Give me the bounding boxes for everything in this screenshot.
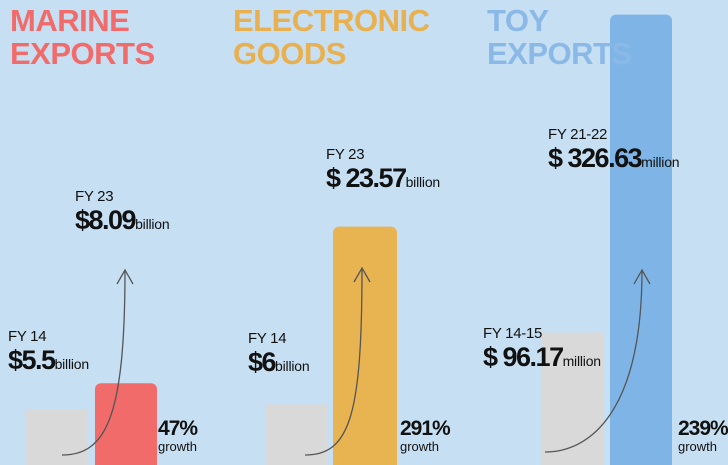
growth-percent: 239%: [678, 417, 728, 440]
value-line: $6billion: [248, 347, 310, 378]
value-line: $ 96.17million: [483, 342, 601, 373]
period-label: FY 23: [326, 146, 365, 163]
unit-text: billion: [275, 358, 310, 374]
period-label: FY 14-15: [483, 325, 543, 342]
value-line: $ 326.63million: [548, 143, 680, 174]
value-line: $ 23.57billion: [326, 163, 440, 194]
value-label: FY 23 $8.09billion: [75, 188, 170, 236]
bar: [265, 404, 327, 465]
growth-label: 239% growth: [678, 418, 728, 454]
growth-arrow: [61, 269, 126, 456]
arrow-head: [353, 266, 371, 283]
value-text: $8.09: [75, 205, 137, 235]
unit-text: million: [562, 353, 601, 369]
growth-text: growth: [158, 439, 198, 454]
value-label: FY 14 $5.5billion: [8, 328, 89, 376]
unit-text: billion: [54, 356, 90, 372]
arrow-head: [633, 268, 651, 285]
value-line: $5.5billion: [8, 345, 89, 376]
panel-title: MARINE EXPORTS: [10, 3, 155, 71]
value-text: $ 326.63: [548, 143, 643, 173]
value-text: $6: [248, 347, 277, 377]
period-label: FY 23: [75, 188, 114, 205]
bar: [610, 14, 672, 465]
value-text: $ 96.17: [483, 342, 564, 372]
period-label: FY 14: [248, 330, 287, 347]
growth-text: growth: [678, 439, 718, 454]
growth-percent: 291%: [400, 417, 451, 440]
bar: [333, 226, 397, 465]
period-label: FY 21-22: [548, 126, 608, 143]
value-text: $5.5: [8, 345, 56, 375]
unit-text: billion: [135, 216, 170, 232]
growth-label: 47% growth: [158, 417, 198, 454]
value-label: FY 14-15 $ 96.17million: [483, 325, 601, 373]
bar: [95, 383, 157, 465]
period-label: FY 14: [8, 328, 47, 345]
arrow-head: [116, 268, 134, 285]
value-text: $ 23.57: [326, 163, 407, 193]
bar: [541, 332, 603, 465]
growth-text: growth: [400, 439, 440, 454]
growth-label: 291% growth: [400, 417, 451, 454]
growth-percent: 47%: [158, 417, 198, 440]
growth-arrow: [304, 267, 363, 456]
value-label: FY 21-22 $ 326.63million: [548, 126, 680, 174]
value-label: FY 23 $ 23.57billion: [326, 146, 440, 194]
unit-text: million: [641, 154, 680, 170]
unit-text: billion: [405, 174, 441, 190]
growth-arrow: [544, 269, 643, 453]
value-line: $8.09billion: [75, 205, 170, 236]
value-label: FY 14 $6billion: [248, 330, 310, 378]
panel-title: TOY EXPORTS: [487, 3, 632, 71]
panel-title: ELECTRONIC GOODS: [233, 3, 430, 71]
bar: [25, 409, 87, 465]
